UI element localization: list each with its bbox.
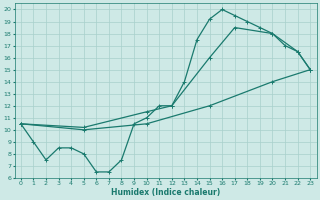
X-axis label: Humidex (Indice chaleur): Humidex (Indice chaleur) (111, 188, 220, 197)
